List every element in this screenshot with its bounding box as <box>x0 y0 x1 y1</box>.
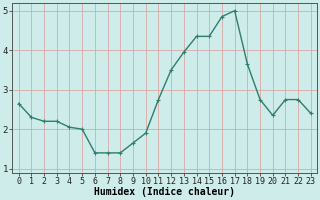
X-axis label: Humidex (Indice chaleur): Humidex (Indice chaleur) <box>94 187 235 197</box>
